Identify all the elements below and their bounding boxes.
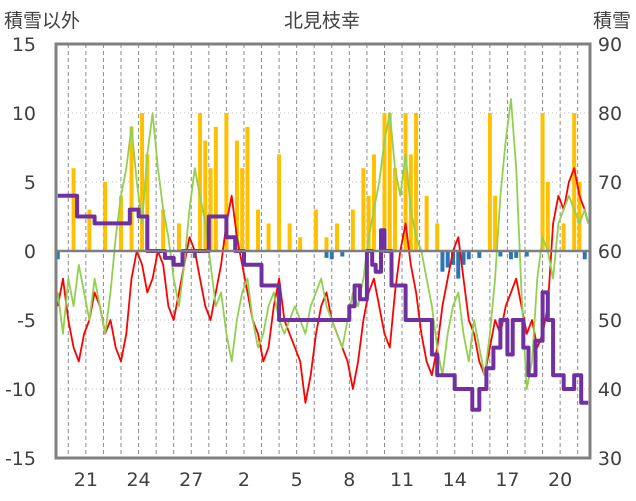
precip-bar [298, 237, 303, 251]
precip-bar [140, 113, 145, 251]
x-tick-label: 8 [343, 469, 355, 491]
precip-bar [161, 209, 166, 251]
x-tick-label: 11 [390, 469, 414, 491]
precip-bar [208, 168, 213, 251]
left-tick-label: 0 [24, 241, 36, 263]
chart-title: 北見枝幸 [284, 10, 360, 32]
precip-bar [145, 154, 150, 251]
precip-bar [424, 195, 429, 251]
precip-bar [213, 126, 218, 251]
left-axis-label: 積雪以外 [4, 10, 80, 32]
precip-bar [350, 209, 355, 251]
precip-bar [477, 251, 482, 258]
precip-bar [224, 113, 229, 251]
precip-bar [366, 195, 371, 251]
precip-bar [361, 168, 366, 251]
precip-bar [324, 237, 329, 251]
x-axis-ticks: 21 24 27 2 5 8 11 14 17 20 [74, 469, 572, 491]
left-tick-label: -5 [17, 310, 36, 332]
right-tick-label: 50 [598, 310, 622, 332]
precip-bar [129, 126, 134, 251]
left-tick-label: -10 [5, 379, 36, 401]
precip-bar [335, 223, 340, 251]
precip-bar [266, 223, 271, 251]
series-lines [56, 98, 590, 412]
x-tick-label: 20 [548, 469, 572, 491]
precip-bar [313, 209, 318, 251]
precip-bar [561, 223, 566, 251]
x-tick-label: 21 [74, 469, 98, 491]
series-line [57, 193, 589, 412]
precip-bar [414, 113, 419, 251]
precip-bar [245, 126, 250, 251]
precip-bar [55, 251, 60, 260]
right-tick-label: 40 [598, 379, 622, 401]
precip-bar [240, 168, 245, 251]
precip-bar [371, 154, 376, 251]
precip-bar [403, 113, 408, 251]
left-tick-label: 5 [24, 172, 36, 194]
precip-bar [256, 209, 261, 251]
x-tick-label: 5 [291, 469, 303, 491]
precip-bar [340, 251, 345, 257]
right-tick-label: 80 [598, 103, 622, 125]
right-tick-label: 70 [598, 172, 622, 194]
right-axis-label: 積雪 [593, 10, 631, 32]
precip-bar [393, 168, 398, 251]
precip-bar [387, 113, 392, 251]
series-line [56, 98, 590, 390]
left-tick-label: -15 [5, 448, 36, 470]
precip-bar [508, 251, 513, 260]
precip-bar [493, 195, 498, 251]
precip-bar [287, 223, 292, 251]
precip-bar [440, 251, 445, 272]
left-tick-label: 15 [12, 34, 36, 56]
precip-bar [540, 113, 545, 251]
x-tick-label: 17 [495, 469, 519, 491]
x-tick-label: 2 [238, 469, 250, 491]
precip-bar [71, 168, 76, 251]
precip-bar [445, 251, 450, 268]
precip-bar [103, 182, 108, 251]
right-axis-ticks: 90 80 70 60 50 40 30 [598, 34, 622, 470]
precip-bar [198, 113, 203, 251]
precip-bar [577, 182, 582, 251]
precip-bar [461, 251, 466, 265]
plot-frame [54, 42, 592, 460]
precip-bar [514, 251, 519, 258]
right-tick-label: 30 [598, 448, 622, 470]
precip-bar [466, 251, 471, 260]
left-axis-ticks: 15 10 5 0 -5 -10 -15 [5, 34, 36, 470]
precip-bar [435, 223, 440, 251]
precip-bar [524, 251, 529, 257]
precip-bar [203, 140, 208, 251]
precip-bar [329, 251, 334, 260]
precip-bar [87, 209, 92, 251]
precip-bar [382, 113, 387, 251]
x-tick-label: 27 [179, 469, 203, 491]
precip-bar [324, 251, 329, 258]
left-tick-label: 10 [12, 103, 36, 125]
precip-bar [450, 251, 455, 265]
precip-bar [582, 251, 587, 260]
precip-bar [498, 251, 503, 257]
right-tick-label: 90 [598, 34, 622, 56]
x-tick-label: 14 [443, 469, 467, 491]
precip-bar [545, 182, 550, 251]
precip-bar [456, 251, 461, 279]
x-tick-label: 24 [126, 469, 150, 491]
right-tick-label: 60 [598, 241, 622, 263]
precip-bar [572, 113, 577, 251]
precip-bar [234, 140, 239, 251]
precip-bar [487, 113, 492, 251]
precip-bar [277, 154, 282, 251]
precip-bar [176, 223, 181, 251]
